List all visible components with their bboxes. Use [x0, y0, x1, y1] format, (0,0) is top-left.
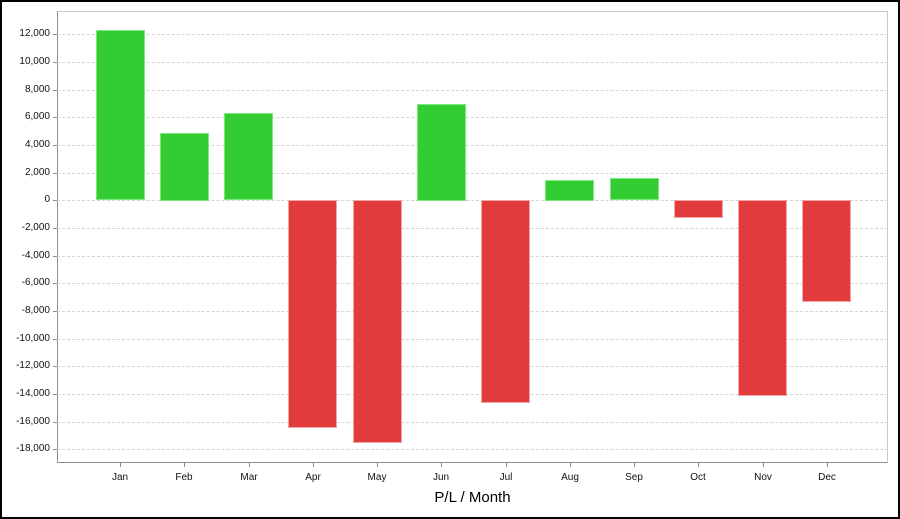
y-tick-mark: [53, 449, 57, 450]
bar-may: [353, 200, 402, 443]
y-tick-label: 6,000: [24, 111, 50, 122]
x-tick-mark: [698, 463, 699, 467]
gridline--8000: [57, 311, 888, 312]
x-tick-label-may: May: [367, 472, 387, 483]
bar-nov: [738, 200, 787, 396]
y-tick-mark: [53, 256, 57, 257]
bar-feb: [160, 133, 209, 201]
y-tick-label: 8,000: [24, 84, 50, 95]
y-tick-mark: [53, 394, 57, 395]
y-tick-mark: [53, 311, 57, 312]
bar-jun: [417, 104, 466, 201]
y-tick-mark: [53, 62, 57, 63]
gridline--16000: [57, 422, 888, 423]
y-tick-label: -4,000: [21, 250, 50, 261]
y-tick-mark: [53, 173, 57, 174]
x-tick-label-aug: Aug: [561, 472, 579, 483]
y-tick-mark: [53, 283, 57, 284]
x-tick-label-oct: Oct: [690, 472, 706, 483]
x-tick-label-feb: Feb: [175, 472, 193, 483]
bar-jan: [96, 30, 145, 200]
x-tick-mark: [313, 463, 314, 467]
bar-aug: [545, 180, 594, 201]
bar-sep: [610, 178, 659, 200]
x-tick-label-nov: Nov: [754, 472, 772, 483]
y-tick-label: -2,000: [21, 222, 50, 233]
x-tick-mark: [827, 463, 828, 467]
x-tick-mark: [377, 463, 378, 467]
gridline-10000: [57, 62, 888, 63]
x-tick-label-sep: Sep: [625, 472, 643, 483]
x-tick-label-apr: Apr: [305, 472, 321, 483]
y-tick-mark: [53, 228, 57, 229]
bar-dec: [802, 200, 851, 302]
x-tick-mark: [120, 463, 121, 467]
y-tick-mark: [53, 339, 57, 340]
x-tick-label-dec: Dec: [818, 472, 836, 483]
x-axis-title: P/L / Month: [434, 489, 511, 506]
gridline--6000: [57, 283, 888, 284]
x-tick-mark: [763, 463, 764, 467]
x-tick-mark: [441, 463, 442, 467]
gridline--12000: [57, 366, 888, 367]
gridline-4000: [57, 145, 888, 146]
y-tick-label: 4,000: [24, 139, 50, 150]
x-tick-mark: [249, 463, 250, 467]
bar-jul: [481, 200, 530, 403]
y-tick-mark: [53, 422, 57, 423]
bar-oct: [674, 200, 723, 218]
gridline--4000: [57, 256, 888, 257]
gridline-12000: [57, 34, 888, 35]
x-tick-label-jul: Jul: [499, 472, 513, 483]
x-tick-mark: [506, 463, 507, 467]
y-tick-label: 2,000: [24, 167, 50, 178]
bar-apr: [288, 200, 337, 428]
y-tick-label: -8,000: [21, 305, 50, 316]
y-tick-mark: [53, 200, 57, 201]
x-tick-label-mar: Mar: [240, 472, 258, 483]
y-tick-label: -14,000: [16, 388, 50, 399]
y-tick-label: -12,000: [16, 360, 50, 371]
bar-mar: [224, 113, 273, 200]
gridline--10000: [57, 339, 888, 340]
y-tick-label: 0: [44, 194, 50, 205]
gridline--14000: [57, 394, 888, 395]
gridline-2000: [57, 173, 888, 174]
gridline-0: [57, 200, 888, 201]
y-tick-mark: [53, 366, 57, 367]
x-tick-mark: [570, 463, 571, 467]
x-tick-mark: [184, 463, 185, 467]
y-tick-mark: [53, 117, 57, 118]
y-tick-mark: [53, 90, 57, 91]
y-tick-label: -18,000: [16, 443, 50, 454]
x-tick-label-jan: Jan: [111, 472, 129, 483]
gridline--2000: [57, 228, 888, 229]
y-tick-label: 10,000: [19, 56, 50, 67]
y-tick-label: -10,000: [16, 333, 50, 344]
y-tick-mark: [53, 145, 57, 146]
y-tick-label: 12,000: [19, 28, 50, 39]
gridline--18000: [57, 449, 888, 450]
y-tick-label: -16,000: [16, 416, 50, 427]
x-tick-label-jun: Jun: [432, 472, 450, 483]
gridline-6000: [57, 117, 888, 118]
x-tick-mark: [634, 463, 635, 467]
y-tick-label: -6,000: [21, 277, 50, 288]
gridline-8000: [57, 90, 888, 91]
y-tick-mark: [53, 34, 57, 35]
